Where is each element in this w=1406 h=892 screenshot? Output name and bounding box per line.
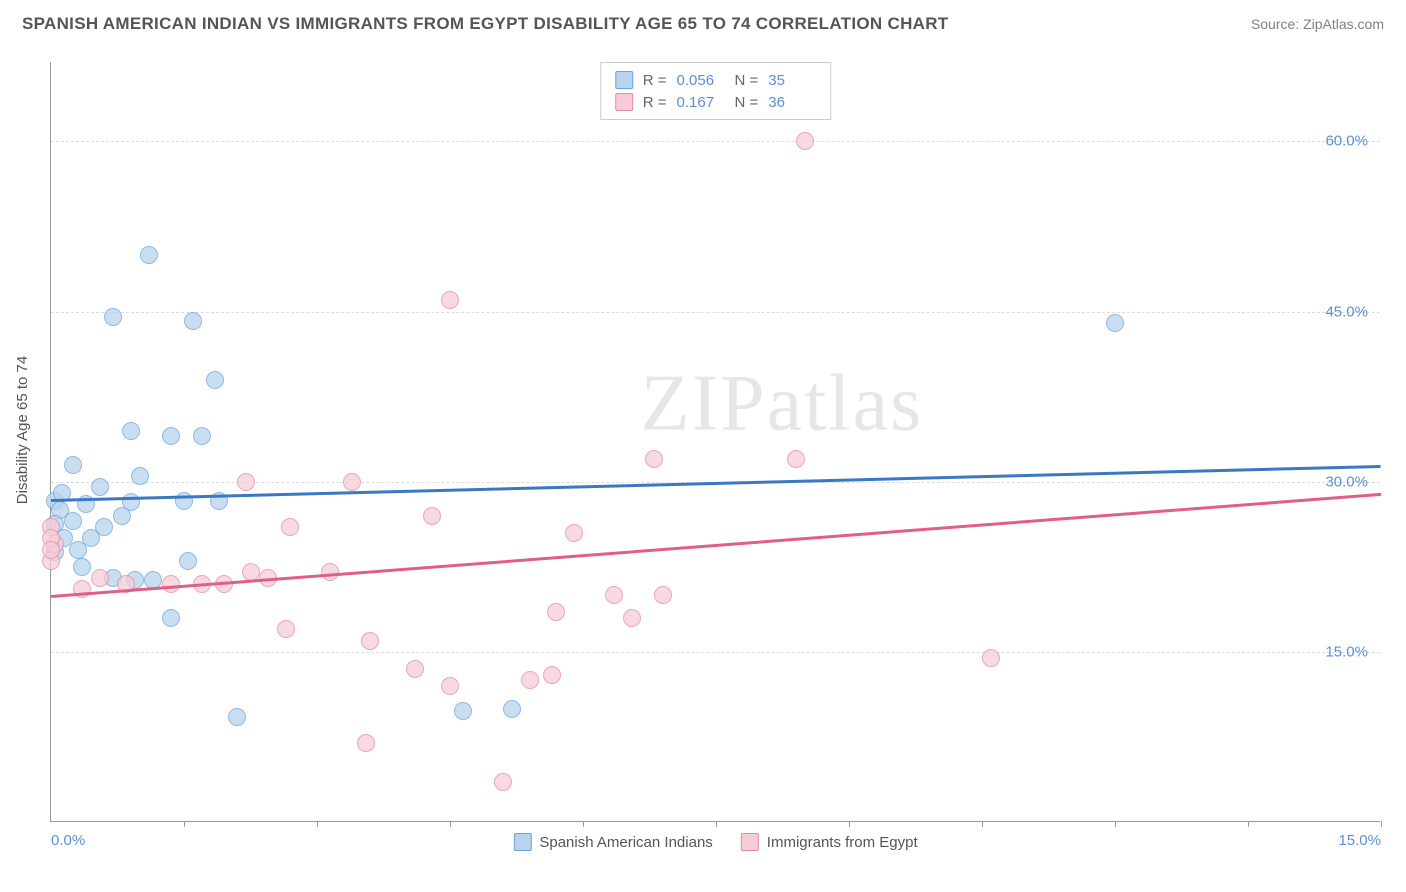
x-tick-label: 15.0% <box>1338 832 1381 849</box>
data-point <box>113 507 131 525</box>
x-tick <box>716 821 717 827</box>
data-point <box>1106 314 1124 332</box>
trend-line <box>51 493 1381 598</box>
stats-legend-box: R = 0.056 N = 35 R = 0.167 N = 36 <box>600 62 832 120</box>
data-point <box>162 609 180 627</box>
stats-r-value-b: 0.167 <box>677 94 725 111</box>
data-point <box>184 312 202 330</box>
source-label: Source: ZipAtlas.com <box>1251 16 1384 32</box>
data-point <box>423 507 441 525</box>
data-point <box>237 473 255 491</box>
y-tick-label: 45.0% <box>1325 303 1368 320</box>
title-bar: SPANISH AMERICAN INDIAN VS IMMIGRANTS FR… <box>0 0 1406 42</box>
stats-row-a: R = 0.056 N = 35 <box>615 69 817 91</box>
swatch-series-b <box>615 93 633 111</box>
data-point <box>193 427 211 445</box>
data-point <box>73 580 91 598</box>
data-point <box>122 422 140 440</box>
x-tick <box>583 821 584 827</box>
data-point <box>69 541 87 559</box>
data-point <box>64 512 82 530</box>
watermark: ZIPatlas <box>641 358 924 449</box>
data-point <box>503 700 521 718</box>
x-tick <box>849 821 850 827</box>
data-point <box>441 677 459 695</box>
data-point <box>361 632 379 650</box>
x-tick-label: 0.0% <box>51 832 85 849</box>
y-axis-label: Disability Age 65 to 74 <box>14 356 31 504</box>
data-point <box>206 371 224 389</box>
data-point <box>73 558 91 576</box>
data-point <box>179 552 197 570</box>
stats-n-label: N = <box>735 94 759 111</box>
y-tick-label: 60.0% <box>1325 133 1368 150</box>
legend-label-b: Immigrants from Egypt <box>767 834 918 851</box>
x-tick <box>982 821 983 827</box>
data-point <box>406 660 424 678</box>
y-tick-label: 15.0% <box>1325 643 1368 660</box>
legend-item-a: Spanish American Indians <box>513 833 712 851</box>
x-tick <box>184 821 185 827</box>
stats-n-label: N = <box>735 72 759 89</box>
data-point <box>454 702 472 720</box>
x-tick <box>450 821 451 827</box>
data-point <box>104 308 122 326</box>
plot-area: ZIPatlas R = 0.056 N = 35 R = 0.167 N = … <box>50 62 1380 822</box>
data-point <box>547 603 565 621</box>
y-tick-label: 30.0% <box>1325 473 1368 490</box>
swatch-series-a <box>513 833 531 851</box>
data-point <box>623 609 641 627</box>
data-point <box>796 132 814 150</box>
x-tick <box>1381 821 1382 827</box>
data-point <box>228 708 246 726</box>
data-point <box>441 291 459 309</box>
data-point <box>494 773 512 791</box>
stats-row-b: R = 0.167 N = 36 <box>615 91 817 113</box>
stats-r-value-a: 0.056 <box>677 72 725 89</box>
data-point <box>277 620 295 638</box>
data-point <box>605 586 623 604</box>
data-point <box>543 666 561 684</box>
data-point <box>162 575 180 593</box>
stats-r-label: R = <box>643 94 667 111</box>
swatch-series-a <box>615 71 633 89</box>
data-point <box>565 524 583 542</box>
x-tick <box>317 821 318 827</box>
data-point <box>343 473 361 491</box>
gridline <box>51 141 1380 142</box>
data-point <box>140 246 158 264</box>
stats-r-label: R = <box>643 72 667 89</box>
x-tick <box>1115 821 1116 827</box>
data-point <box>281 518 299 536</box>
stats-n-value-b: 36 <box>768 94 816 111</box>
gridline <box>51 652 1380 653</box>
legend-item-b: Immigrants from Egypt <box>741 833 918 851</box>
swatch-series-b <box>741 833 759 851</box>
data-point <box>787 450 805 468</box>
data-point <box>982 649 1000 667</box>
data-point <box>162 427 180 445</box>
data-point <box>357 734 375 752</box>
stats-n-value-a: 35 <box>768 72 816 89</box>
data-point <box>91 569 109 587</box>
data-point <box>131 467 149 485</box>
data-point <box>91 478 109 496</box>
data-point <box>645 450 663 468</box>
bottom-legend: Spanish American Indians Immigrants from… <box>513 833 917 851</box>
gridline <box>51 312 1380 313</box>
data-point <box>64 456 82 474</box>
x-tick <box>1248 821 1249 827</box>
data-point <box>42 541 60 559</box>
data-point <box>521 671 539 689</box>
legend-label-a: Spanish American Indians <box>539 834 712 851</box>
chart-title: SPANISH AMERICAN INDIAN VS IMMIGRANTS FR… <box>22 14 949 34</box>
data-point <box>654 586 672 604</box>
